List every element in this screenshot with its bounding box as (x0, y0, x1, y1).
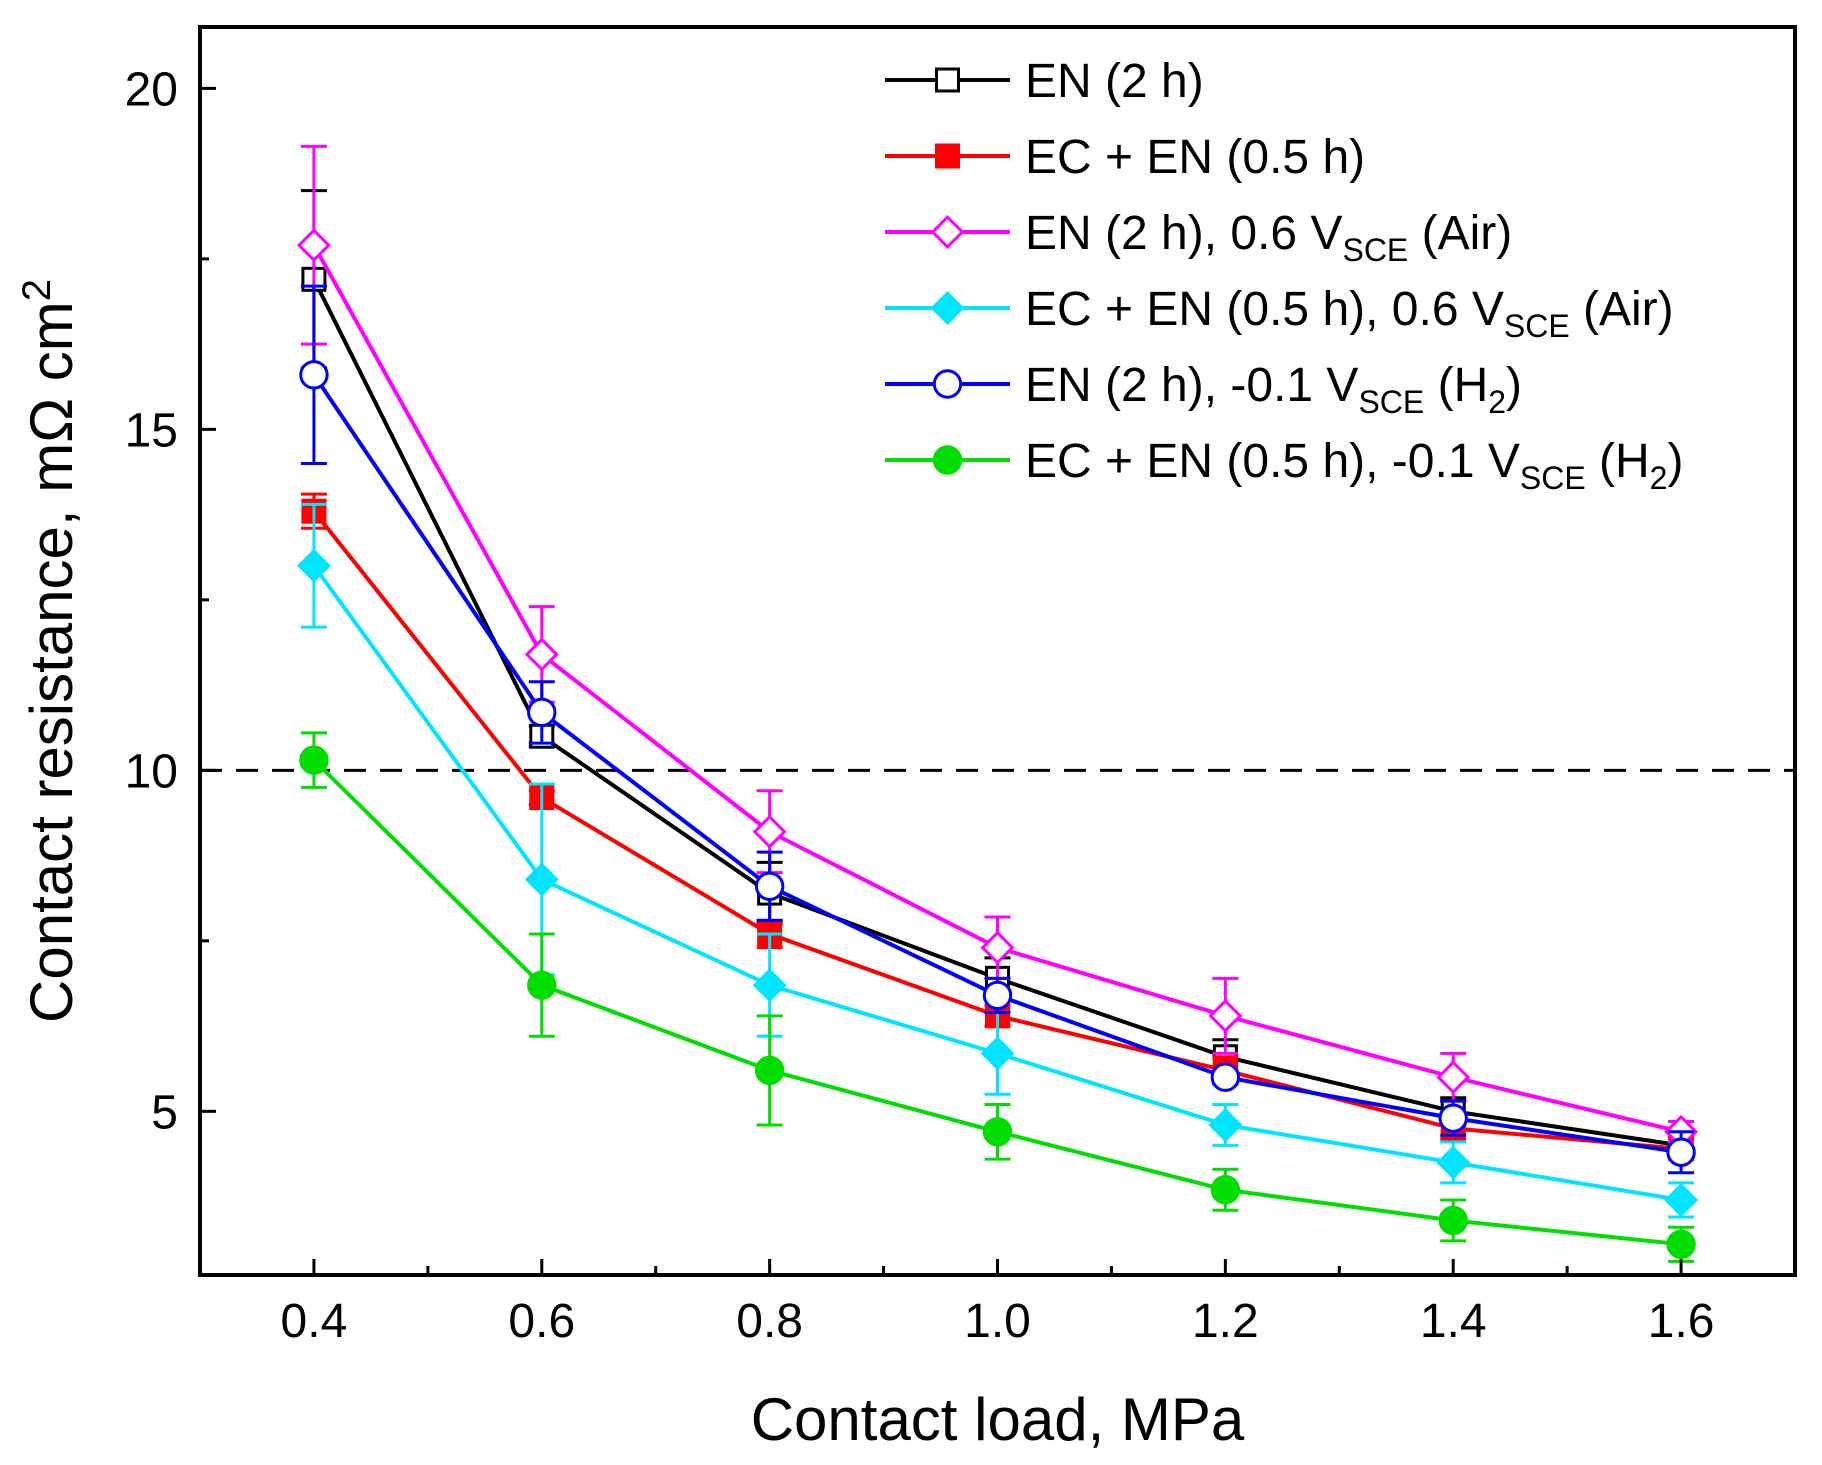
x-tick-label-3: 1.0 (964, 1295, 1031, 1348)
data-point-2-5 (1436, 1060, 1471, 1095)
legend-label-part: 2 (1488, 384, 1506, 420)
legend: EN (2 h)EC + EN (0.5 h)EN (2 h), 0.6 VSC… (885, 55, 1683, 496)
data-point-3-1 (524, 862, 559, 897)
legend-marker-1 (935, 143, 960, 169)
legend-label-part: (H (1424, 359, 1488, 412)
y-tick-label-2: 15 (125, 404, 178, 457)
legend-item-3: EC + EN (0.5 h), 0.6 VSCE (Air) (885, 283, 1674, 344)
legend-label-part: (Air) (1408, 207, 1512, 260)
y-tick-label-1: 10 (125, 745, 178, 798)
data-point-4-3 (982, 980, 1013, 1011)
data-point-4-0 (299, 360, 329, 390)
data-point-5-3 (982, 1117, 1013, 1147)
legend-label-part: SCE (1358, 384, 1424, 420)
legend-item-0: EN (2 h) (885, 55, 1204, 108)
data-point-3-4 (1208, 1107, 1243, 1142)
x-tick-label-5: 1.4 (1420, 1295, 1487, 1348)
data-point-5-6 (1666, 1229, 1696, 1260)
legend-label-1: EC + EN (0.5 h) (1025, 131, 1365, 184)
data-point-4-1 (527, 697, 557, 728)
data-point-2-0 (296, 228, 331, 263)
data-point-2-2 (752, 814, 787, 849)
data-point-2-3 (980, 930, 1015, 965)
legend-marker-4 (932, 369, 963, 399)
data-point-5-2 (754, 1055, 785, 1086)
legend-item-2: EN (2 h), 0.6 VSCE (Air) (885, 207, 1512, 268)
legend-marker-5 (932, 445, 963, 475)
legend-label-2: EN (2 h), 0.6 VSCE (Air) (1025, 207, 1512, 268)
y-axis-title-superscript: 2 (15, 279, 59, 301)
legend-label-part: EC + EN (0.5 h) (1025, 131, 1365, 184)
data-point-2-1 (524, 637, 559, 672)
data-point-3-0 (296, 548, 331, 583)
data-point-4-4 (1210, 1062, 1241, 1092)
series-2 (296, 144, 1699, 1149)
series-4 (299, 284, 1696, 1175)
legend-marker-2 (930, 215, 965, 249)
x-tick-label-4: 1.2 (1192, 1295, 1259, 1348)
y-axis-title: Contact resistance, mΩ cm2 (15, 279, 85, 1023)
legend-label-4: EN (2 h), -0.1 VSCE (H2) (1025, 359, 1522, 420)
legend-label-3: EC + EN (0.5 h), 0.6 VSCE (Air) (1025, 283, 1674, 344)
series-group (296, 144, 1699, 1263)
data-point-5-4 (1210, 1175, 1241, 1205)
legend-label-part: EN (2 h) (1025, 55, 1204, 108)
legend-item-4: EN (2 h), -0.1 VSCE (H2) (885, 359, 1522, 420)
legend-label-part: (Air) (1570, 283, 1674, 336)
legend-label-part: EN (2 h), -0.1 V (1025, 359, 1358, 412)
x-axis-title: Contact load, MPa (751, 1386, 1245, 1453)
data-point-5-1 (527, 970, 557, 1000)
legend-label-0: EN (2 h) (1025, 55, 1204, 108)
legend-label-part: EN (2 h), 0.6 V (1025, 207, 1342, 260)
legend-label-part: ) (1667, 435, 1683, 488)
legend-item-5: EC + EN (0.5 h), -0.1 VSCE (H2) (885, 435, 1683, 496)
legend-marker-3 (930, 291, 965, 325)
legend-label-part: 2 (1650, 460, 1668, 496)
y-axis-title-main: Contact resistance, mΩ cm (18, 301, 85, 1023)
legend-marker-0 (935, 67, 960, 93)
x-tick-label-2: 0.8 (736, 1295, 803, 1348)
legend-label-5: EC + EN (0.5 h), -0.1 VSCE (H2) (1025, 435, 1683, 496)
data-point-5-0 (299, 745, 329, 775)
y-tick-label-3: 20 (125, 63, 178, 116)
data-point-2-4 (1208, 998, 1243, 1033)
ticks-group: 0.4 0.6 0.8 1.0 1.2 1.4 1.6 5 10 15 20 (125, 63, 1715, 1348)
legend-label-part: EC + EN (0.5 h), -0.1 V (1025, 435, 1520, 488)
data-point-4-6 (1666, 1137, 1696, 1167)
data-point-5-5 (1438, 1205, 1468, 1236)
legend-item-1: EC + EN (0.5 h) (885, 131, 1365, 184)
data-point-3-5 (1436, 1145, 1471, 1180)
legend-label-part: EC + EN (0.5 h), 0.6 V (1025, 283, 1504, 336)
legend-label-part: SCE (1342, 232, 1408, 268)
legend-label-part: (H (1586, 435, 1650, 488)
y-tick-label-0: 5 (151, 1086, 178, 1139)
data-point-3-6 (1664, 1183, 1699, 1217)
legend-label-part: SCE (1504, 308, 1570, 344)
legend-label-part: ) (1506, 359, 1522, 412)
data-point-3-2 (752, 968, 787, 1003)
data-point-3-3 (980, 1036, 1015, 1071)
data-point-4-2 (754, 871, 785, 901)
x-tick-label-0: 0.4 (281, 1295, 348, 1348)
x-tick-label-6: 1.6 (1648, 1295, 1715, 1348)
x-tick-label-1: 0.6 (508, 1295, 575, 1348)
legend-label-part: SCE (1520, 460, 1586, 496)
data-point-4-5 (1438, 1103, 1468, 1133)
series-5 (299, 731, 1696, 1263)
series-3 (296, 502, 1699, 1219)
